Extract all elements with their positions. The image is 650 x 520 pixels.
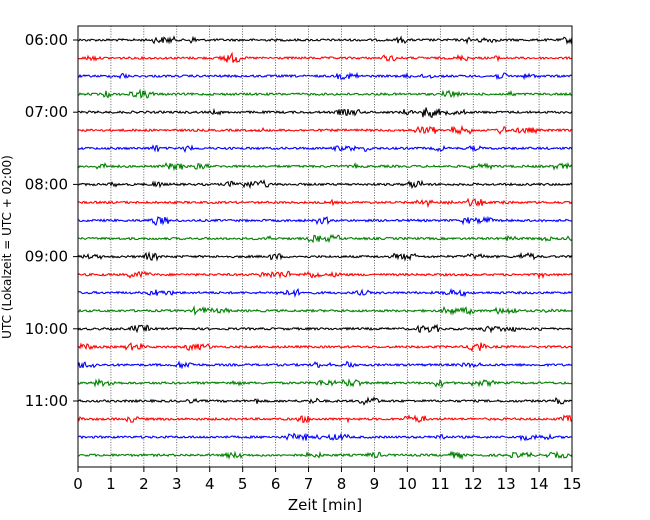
y-tick-label: 09:00: [25, 248, 68, 266]
x-tick-label: 3: [172, 475, 182, 493]
trace-0915: [77, 270, 573, 280]
x-tick-label: 5: [238, 475, 248, 493]
x-tick-label: 9: [370, 475, 380, 493]
trace-0645: [77, 88, 573, 99]
trace-0600: [77, 35, 573, 45]
trace-0745: [77, 162, 573, 172]
trace-0830: [77, 215, 573, 226]
x-tick-label: 7: [304, 475, 314, 493]
trace-0615: [77, 51, 573, 63]
y-tick-label: 06:00: [25, 31, 68, 49]
trace-1145: [77, 450, 573, 461]
y-tick-label: 10:00: [25, 320, 68, 338]
y-tick-label: 08:00: [25, 175, 68, 193]
trace-1030: [77, 360, 573, 370]
y-axis-ticks: 06:00 07:00 08:00 09:00 10:00 11:00: [25, 31, 78, 410]
trace-0900: [77, 250, 573, 262]
grid-lines: [110, 26, 540, 467]
trace-0930: [77, 287, 573, 298]
trace-0815: [77, 197, 573, 209]
trace-1130: [77, 432, 573, 442]
trace-1100: [77, 396, 573, 406]
trace-1000: [77, 323, 573, 334]
trace-0630: [77, 71, 573, 81]
trace-1115: [77, 414, 573, 424]
x-tick-label: 6: [271, 475, 281, 493]
x-axis-ticks: 0 1 2 3 4 5 6 7 8 9 10 11 12 13 14 15: [73, 467, 582, 493]
trace-0845: [77, 233, 573, 244]
x-axis-label: Zeit [min]: [288, 496, 362, 514]
trace-1015: [77, 342, 573, 353]
x-tick-label: 1: [106, 475, 116, 493]
x-tick-label: 4: [205, 475, 215, 493]
trace-0715: [77, 124, 573, 136]
y-tick-label: 07:00: [25, 103, 68, 121]
seismic-traces: [77, 35, 573, 461]
trace-0800: [77, 178, 573, 190]
x-tick-label: 2: [139, 475, 149, 493]
plot-frame: [77, 25, 573, 468]
trace-0730: [77, 144, 573, 153]
x-tick-label: 13: [497, 475, 516, 493]
x-tick-label: 14: [530, 475, 549, 493]
y-axis-label: UTC (Lokalzeit = UTC + 02:00): [0, 155, 14, 339]
trace-0700: [77, 107, 573, 119]
x-tick-label: 10: [398, 475, 417, 493]
y-tick-label: 11:00: [25, 392, 68, 410]
x-tick-label: 15: [562, 475, 581, 493]
x-tick-label: 8: [337, 475, 347, 493]
x-tick-label: 12: [464, 475, 483, 493]
x-tick-label: 0: [73, 475, 83, 493]
trace-1045: [77, 377, 573, 389]
x-tick-label: 11: [431, 475, 450, 493]
trace-0945: [77, 305, 573, 317]
